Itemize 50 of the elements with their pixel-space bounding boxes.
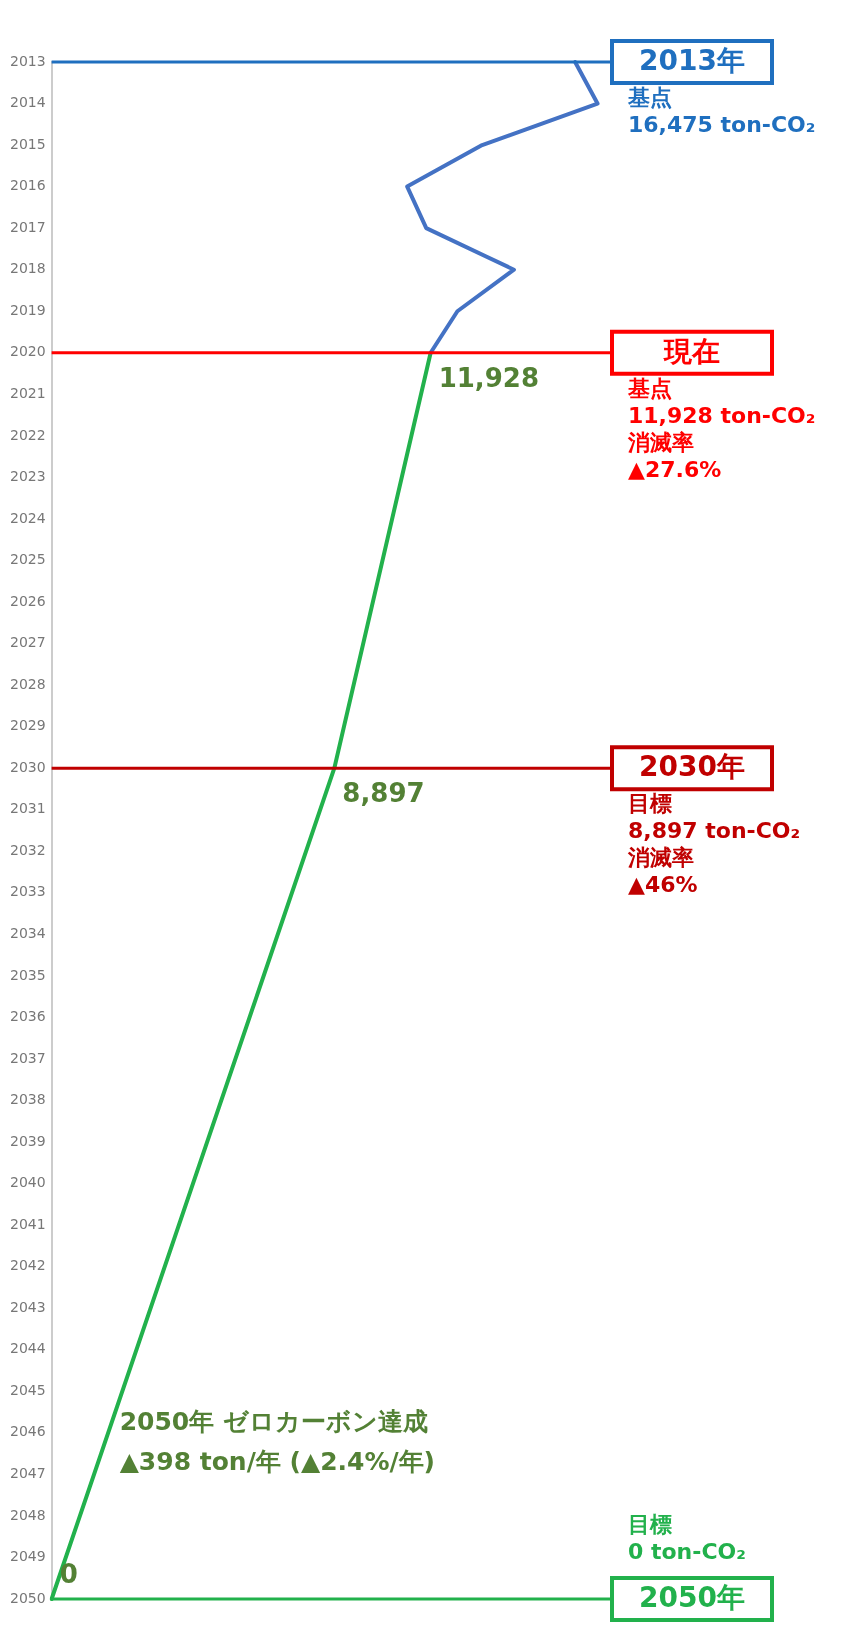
text: 基点 11,928 ton-CO₂ 消滅率 ▲27.6%	[627, 375, 816, 482]
y-tick-label: 2042	[9, 1257, 46, 1274]
y-tick-label: 2020	[9, 343, 46, 360]
text: 目標 8,897 ton-CO₂ 消滅率 ▲46%	[627, 790, 801, 897]
y-tick-label: 2027	[9, 634, 46, 651]
y-tick-label: 2013	[9, 52, 46, 69]
y-tick-label: 2022	[9, 426, 46, 443]
data-label: 11,928	[438, 362, 539, 393]
y-tick-label: 2047	[9, 1465, 46, 1482]
y-tick-label: 2046	[9, 1423, 46, 1440]
y-tick-label: 2031	[9, 800, 46, 817]
y-tick-label: 2017	[9, 218, 46, 235]
y-tick-label: 2045	[9, 1381, 46, 1398]
y-tick-label: 2015	[9, 135, 46, 152]
y-tick-label: 2029	[9, 717, 46, 734]
y-tick-label: 2028	[9, 675, 46, 692]
y-tick-label: 2041	[9, 1215, 46, 1232]
y-tick-label: 2038	[9, 1091, 46, 1108]
data-label: 0	[59, 1558, 78, 1589]
data-label: 8,897	[342, 777, 425, 808]
y-tick-label: 2030	[9, 758, 46, 775]
y-tick-label: 2036	[9, 1008, 46, 1025]
y-tick-label: 2049	[9, 1548, 46, 1565]
y-tick-label: 2014	[9, 94, 46, 111]
y-tick-label: 2043	[9, 1298, 46, 1315]
y-tick-label: 2039	[9, 1132, 46, 1149]
ref-line-label: 2013年	[639, 44, 745, 78]
y-tick-label: 2040	[9, 1174, 46, 1191]
y-tick-label: 2034	[9, 924, 46, 941]
y-tick-label: 2044	[9, 1340, 46, 1357]
y-tick-label: 2025	[9, 551, 46, 568]
y-tick-label: 2024	[9, 509, 46, 526]
y-tick-label: 2037	[9, 1049, 46, 1066]
y-tick-label: 2023	[9, 468, 46, 485]
y-tick-label: 2033	[9, 883, 46, 900]
y-tick-label: 2048	[9, 1506, 46, 1523]
ref-line-label: 現在	[663, 335, 720, 369]
y-tick-label: 2032	[9, 841, 46, 858]
text: 目標 0 ton-CO₂	[628, 1511, 746, 1564]
y-tick-label: 2019	[9, 301, 46, 318]
ref-line-label: 2050年	[639, 1581, 745, 1615]
y-tick-label: 2026	[9, 592, 46, 609]
text: 基点 16,475 ton-CO₂	[627, 84, 816, 137]
y-tick-label: 2035	[9, 966, 46, 983]
y-tick-label: 2018	[9, 260, 46, 277]
y-tick-label: 2021	[9, 384, 46, 401]
annotation: 2050年 ゼロカーボン達成 ▲398 ton/年 (▲2.4%/年)	[119, 1406, 436, 1476]
ref-line-label: 2030年	[639, 750, 745, 784]
y-tick-label: 2050	[9, 1589, 46, 1606]
y-tick-label: 2016	[9, 177, 46, 194]
